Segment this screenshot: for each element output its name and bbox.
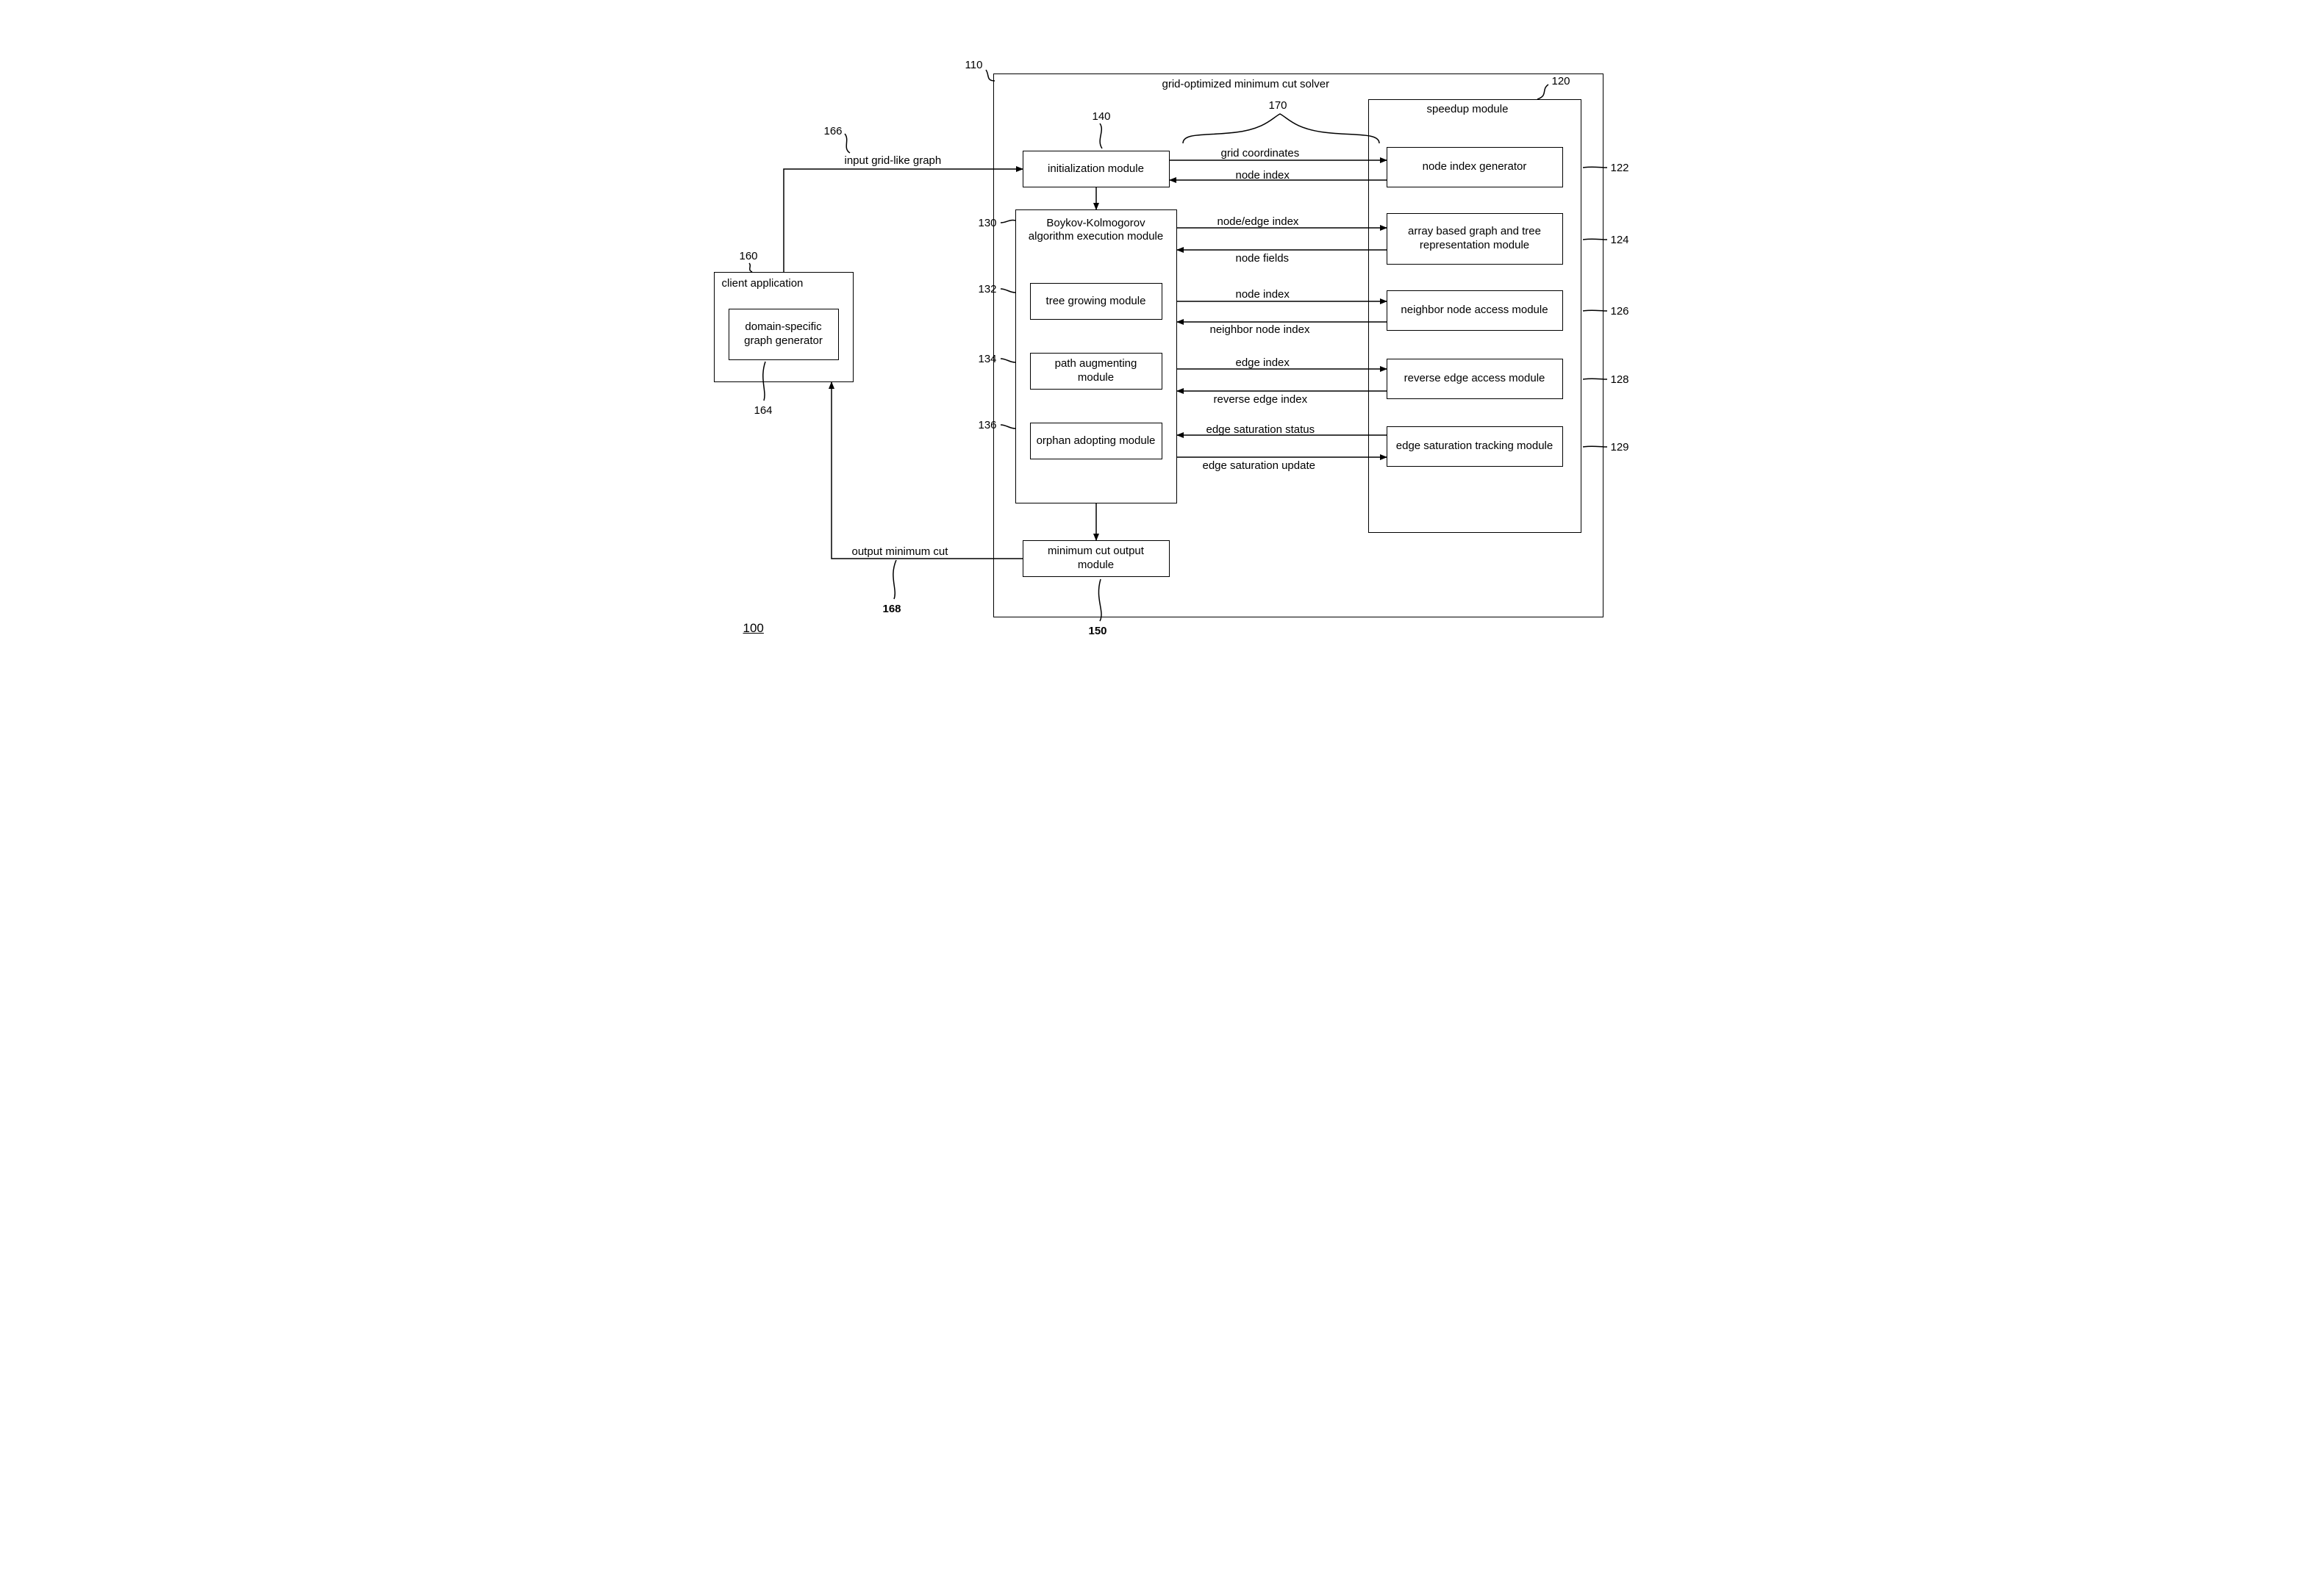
flow-edge-sat-status: edge saturation status (1206, 423, 1315, 437)
ref-120: 120 (1552, 75, 1570, 88)
ref-124: 124 (1611, 234, 1629, 247)
orphan-adopting-box: orphan adopting module (1030, 423, 1162, 459)
ref-100: 100 (743, 621, 764, 636)
tree-growing-label: tree growing module (1046, 295, 1146, 309)
flow-edge-index: edge index (1236, 356, 1290, 370)
solver-title: grid-optimized minimum cut solver (1162, 78, 1330, 91)
flow-edge-sat-update: edge saturation update (1203, 459, 1315, 473)
flow-node-index-1: node index (1236, 169, 1290, 182)
ref-166: 166 (824, 125, 843, 138)
domain-graph-generator-box: domain-specific graph generator (729, 309, 839, 360)
tree-growing-box: tree growing module (1030, 283, 1162, 320)
flow-neighbor-node: neighbor node index (1210, 323, 1310, 337)
flow-node-fields: node fields (1236, 252, 1290, 265)
ref-168: 168 (883, 603, 901, 616)
init-module-box: initialization module (1023, 151, 1170, 187)
reverse-edge-label: reverse edge access module (1404, 372, 1545, 386)
ref-164: 164 (754, 404, 773, 417)
output-module-box: minimum cut output module (1023, 540, 1170, 577)
path-augmenting-box: path augmenting module (1030, 353, 1162, 390)
init-module-label: initialization module (1048, 162, 1144, 176)
domain-graph-generator-label: domain-specific graph generator (735, 320, 832, 348)
ref-160: 160 (740, 250, 758, 263)
ref-128: 128 (1611, 373, 1629, 387)
ref-126: 126 (1611, 305, 1629, 318)
flow-grid-coords: grid coordinates (1221, 147, 1300, 160)
orphan-adopting-label: orphan adopting module (1037, 434, 1156, 448)
output-label: output minimum cut (852, 545, 948, 559)
flow-node-index-2: node index (1236, 288, 1290, 301)
ref-122: 122 (1611, 162, 1629, 175)
ref-136: 136 (979, 419, 997, 432)
speedup-title: speedup module (1427, 103, 1509, 116)
ref-129: 129 (1611, 441, 1629, 454)
neighbor-access-box: neighbor node access module (1387, 290, 1563, 331)
array-rep-label: array based graph and tree representatio… (1393, 225, 1556, 253)
reverse-edge-box: reverse edge access module (1387, 359, 1563, 399)
neighbor-access-label: neighbor node access module (1401, 304, 1548, 318)
path-augmenting-label: path augmenting module (1037, 357, 1156, 385)
array-rep-box: array based graph and tree representatio… (1387, 213, 1563, 265)
ref-150: 150 (1089, 625, 1107, 638)
ref-110: 110 (965, 59, 983, 72)
ref-134: 134 (979, 353, 997, 366)
flow-nodeedge-index: node/edge index (1218, 215, 1299, 229)
ref-132: 132 (979, 283, 997, 296)
diagram-canvas: client application domain-specific graph… (692, 29, 1633, 669)
flow-rev-edge-index: reverse edge index (1214, 393, 1308, 406)
client-app-title: client application (722, 277, 804, 290)
edge-sat-label: edge saturation tracking module (1396, 440, 1553, 453)
bk-module-label: Boykov-Kolmogorov algorithm execution mo… (1026, 217, 1166, 243)
node-index-gen-box: node index generator (1387, 147, 1563, 187)
output-module-label: minimum cut output module (1029, 545, 1163, 573)
node-index-gen-label: node index generator (1423, 160, 1527, 174)
edge-sat-box: edge saturation tracking module (1387, 426, 1563, 467)
ref-140: 140 (1093, 110, 1111, 123)
input-label: input grid-like graph (845, 154, 942, 168)
ref-170: 170 (1269, 99, 1287, 112)
ref-130: 130 (979, 217, 997, 230)
